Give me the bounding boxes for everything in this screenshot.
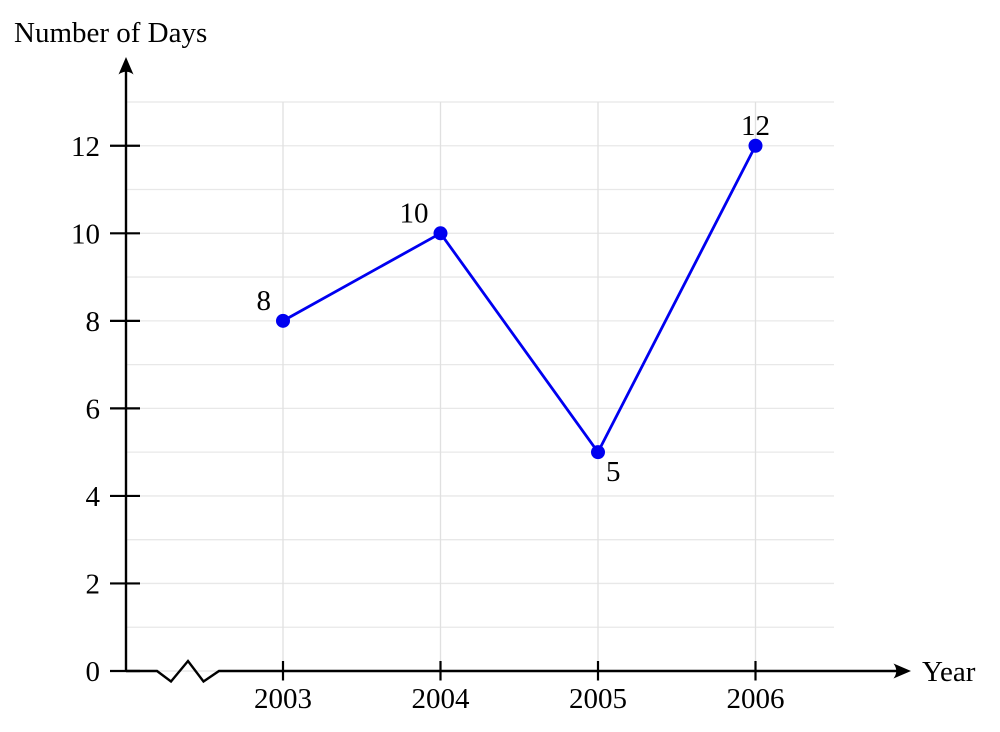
data-line <box>281 144 757 454</box>
x-axis-arrowhead <box>893 663 911 679</box>
y-tick-label-10: 10 <box>71 218 100 250</box>
y-tick-label-6: 6 <box>86 393 101 425</box>
y-tick-label-8: 8 <box>86 306 101 338</box>
point-labels: 8 10 5 12 <box>257 110 771 488</box>
y-tick-label-4: 4 <box>86 481 101 513</box>
x-axis-title: Year <box>922 656 976 688</box>
y-axis-arrowhead <box>118 57 134 75</box>
axes <box>118 57 911 684</box>
y-tick-label-2: 2 <box>86 568 101 600</box>
point-label-2005: 5 <box>606 456 621 488</box>
y-tick-label-12: 12 <box>71 131 100 163</box>
point-label-2003: 8 <box>257 285 272 317</box>
data-point-2006 <box>748 138 763 153</box>
point-label-2006: 12 <box>741 110 770 142</box>
point-label-2004: 10 <box>400 197 429 229</box>
data-point-2004 <box>433 226 448 241</box>
vertical-gridlines <box>282 101 757 671</box>
axis-ticks <box>110 144 757 681</box>
data-point-2005 <box>591 445 605 460</box>
x-tick-label-2005: 2005 <box>569 683 627 715</box>
horizontal-gridlines <box>126 101 834 628</box>
x-tick-label-2003: 2003 <box>254 683 312 715</box>
y-axis-title: Number of Days <box>14 17 207 49</box>
x-axis-line <box>126 659 897 684</box>
data-point-2003 <box>276 313 290 328</box>
x-tick-label-2006: 2006 <box>727 683 785 715</box>
y-tick-label-0: 0 <box>86 656 101 688</box>
data-series <box>276 138 763 460</box>
x-tick-label-2004: 2004 <box>412 683 471 715</box>
tick-labels: 0 2 4 6 8 10 12 2003 2004 2005 2006 <box>71 131 785 715</box>
